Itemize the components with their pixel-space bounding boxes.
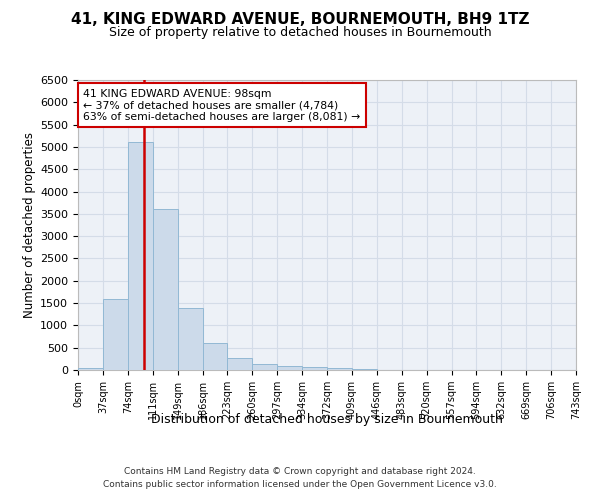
Bar	[352, 369, 377, 370]
Bar	[253, 364, 277, 370]
Bar	[178, 308, 203, 370]
Bar	[302, 367, 327, 370]
Y-axis label: Number of detached properties: Number of detached properties	[23, 132, 36, 318]
Bar	[327, 368, 352, 370]
Text: Contains public sector information licensed under the Open Government Licence v3: Contains public sector information licen…	[103, 480, 497, 489]
Bar	[103, 298, 128, 370]
Text: Distribution of detached houses by size in Bournemouth: Distribution of detached houses by size …	[151, 412, 503, 426]
Bar	[128, 142, 152, 370]
Text: Size of property relative to detached houses in Bournemouth: Size of property relative to detached ho…	[109, 26, 491, 39]
Bar	[227, 358, 253, 370]
Bar	[277, 366, 302, 370]
Bar	[203, 343, 227, 370]
Text: 41, KING EDWARD AVENUE, BOURNEMOUTH, BH9 1TZ: 41, KING EDWARD AVENUE, BOURNEMOUTH, BH9…	[71, 12, 529, 28]
Text: Contains HM Land Registry data © Crown copyright and database right 2024.: Contains HM Land Registry data © Crown c…	[124, 468, 476, 476]
Bar	[152, 210, 178, 370]
Text: 41 KING EDWARD AVENUE: 98sqm
← 37% of detached houses are smaller (4,784)
63% of: 41 KING EDWARD AVENUE: 98sqm ← 37% of de…	[83, 88, 360, 122]
Bar	[78, 368, 103, 370]
